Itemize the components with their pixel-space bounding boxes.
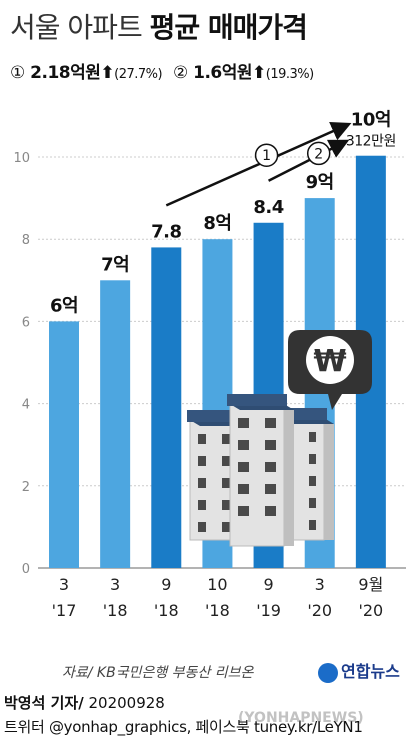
building-window: [309, 520, 316, 530]
bar: [151, 247, 181, 568]
building-window: [198, 522, 206, 532]
building-window: [222, 478, 230, 488]
y-tick-label: 2: [22, 480, 30, 495]
building-window: [238, 462, 249, 472]
y-tick-label: 6: [22, 315, 30, 330]
building-window: [222, 522, 230, 532]
building-window: [309, 454, 316, 464]
x-tick-label: '20: [358, 601, 383, 620]
data-label: 10억: [351, 110, 391, 131]
logo-text: 연합뉴스: [341, 662, 400, 681]
building-window: [238, 506, 249, 516]
building-window: [222, 456, 230, 466]
y-tick-label: 10: [13, 151, 30, 166]
building-window: [198, 456, 206, 466]
annotation-label: 2: [314, 146, 323, 162]
data-label: 6억: [50, 295, 78, 316]
publisher-logo: 연합뉴스: [318, 658, 400, 683]
data-label: 9억: [306, 172, 334, 193]
watermark: (YONHAPNEWS): [238, 710, 364, 726]
x-tick-label: '19: [256, 601, 281, 620]
x-tick-label: '18: [154, 601, 179, 620]
data-label: 7억: [101, 254, 129, 275]
x-tick-label: 9월: [358, 575, 383, 594]
y-tick-label: 8: [22, 233, 30, 248]
x-tick-label: '18: [103, 601, 128, 620]
reporter-name: 박영석 기자/: [4, 694, 84, 712]
bar: [49, 321, 79, 568]
x-tick-label: 9: [161, 575, 171, 594]
yonhap-logo-icon: [318, 663, 338, 683]
x-tick-label: '17: [52, 601, 77, 620]
x-tick-label: 3: [315, 575, 325, 594]
building-window: [238, 484, 249, 494]
building-window: [238, 440, 249, 450]
building-window: [265, 484, 276, 494]
building-window: [198, 434, 206, 444]
building-window: [309, 498, 316, 508]
data-label: 8.4: [253, 197, 283, 218]
bar-chart: 0 2 4 6 8 10 6억 7억 7.8 8억 8.4 9억 10억 312만원 3 '17 3 '18 9…: [0, 0, 414, 650]
building-side: [324, 424, 334, 540]
data-label: 312만원: [346, 134, 396, 150]
building-side: [284, 410, 294, 546]
building-window: [222, 500, 230, 510]
source-note: 자료/ KB국민은행 부동산 리브온: [62, 662, 253, 682]
building-window: [265, 418, 276, 428]
building-window: [265, 440, 276, 450]
building-window: [309, 432, 316, 442]
building-window: [238, 418, 249, 428]
bar: [100, 280, 130, 568]
trend-arrow: [166, 125, 347, 205]
x-tick-label: '20: [307, 601, 332, 620]
x-tick-label: 9: [263, 575, 273, 594]
y-tick-label: 4: [22, 398, 30, 413]
x-tick-label: '18: [205, 601, 230, 620]
building-window: [265, 506, 276, 516]
publish-date: 20200928: [88, 694, 164, 712]
data-label: 8억: [203, 213, 231, 234]
byline: 박영석 기자/ 20200928: [4, 692, 165, 713]
won-sign-text: ₩: [313, 344, 346, 379]
y-tick-label: 0: [22, 562, 30, 577]
building-roof-top: [227, 394, 287, 406]
data-label: 7.8: [151, 221, 181, 242]
x-tick-label: 3: [59, 575, 69, 594]
building-window: [309, 476, 316, 486]
building-window: [222, 434, 230, 444]
x-tick-label: 3: [110, 575, 120, 594]
building-window: [198, 500, 206, 510]
apartment-building: [227, 394, 294, 546]
building-window: [198, 478, 206, 488]
x-tick-label: 10: [207, 575, 227, 594]
annotation-label: 1: [262, 148, 271, 164]
building-window: [265, 462, 276, 472]
